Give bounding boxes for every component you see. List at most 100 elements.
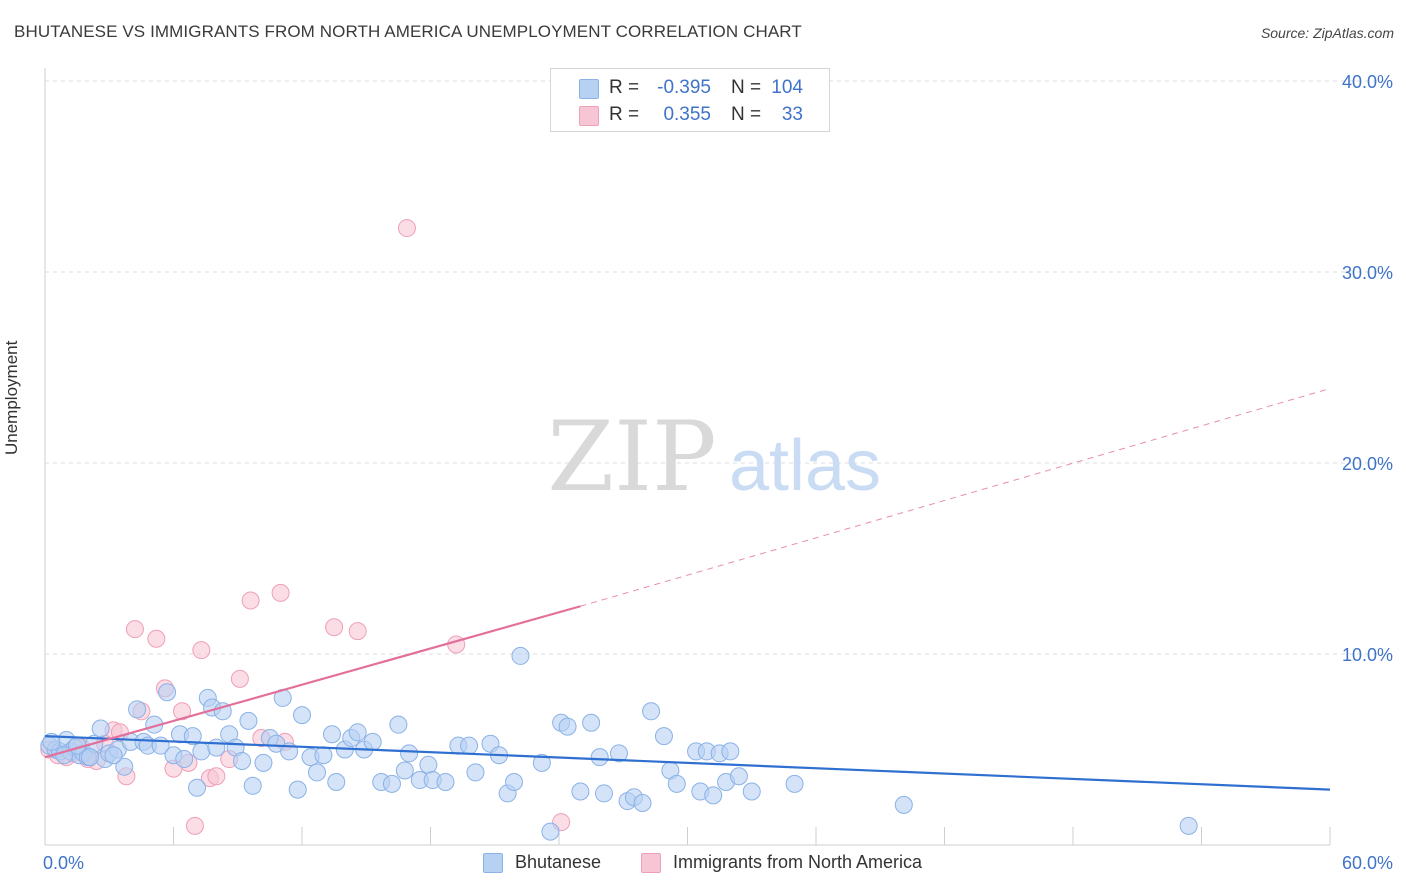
- legend-r-value: -0.395: [657, 77, 711, 98]
- data-point-immigrants: [230, 669, 249, 688]
- x-tick-label: 60.0%: [1342, 853, 1393, 873]
- data-point-bhutanese: [436, 772, 455, 791]
- legend-n-value: 33: [781, 104, 803, 125]
- data-point-bhutanese: [207, 738, 226, 757]
- stats-legend: R = -0.395 N = 104 R = 0.355 N = 33: [550, 68, 830, 132]
- bottom-legend-label: Immigrants from North America: [673, 852, 923, 872]
- data-point-bhutanese: [389, 715, 408, 734]
- bottom-legend-label: Bhutanese: [515, 852, 602, 872]
- data-point-bhutanese: [183, 727, 202, 746]
- data-point-bhutanese: [654, 727, 673, 746]
- data-point-bhutanese: [288, 780, 307, 799]
- legend-r-value: 0.355: [663, 104, 711, 125]
- data-point-bhutanese: [460, 736, 479, 755]
- data-point-bhutanese: [721, 742, 740, 761]
- legend-r-label: R =: [609, 77, 640, 98]
- data-point-bhutanese: [254, 753, 273, 772]
- y-tick-label: 10.0%: [1342, 645, 1393, 665]
- data-point-immigrants: [192, 641, 211, 660]
- data-point-bhutanese: [175, 750, 194, 769]
- data-point-bhutanese: [466, 763, 485, 782]
- series-bhutanese-points: [40, 646, 1198, 841]
- data-point-immigrants: [147, 629, 166, 648]
- data-point-bhutanese: [594, 784, 613, 803]
- legend-n-label: N =: [731, 104, 762, 125]
- x-tick-labels: 0.0% 60.0%: [43, 853, 1393, 873]
- data-point-immigrants: [348, 622, 367, 641]
- data-point-bhutanese: [511, 646, 530, 665]
- data-point-bhutanese: [505, 772, 524, 791]
- trend-line-bhutanese: [44, 735, 1331, 791]
- data-point-bhutanese: [633, 793, 652, 812]
- data-point-bhutanese: [582, 713, 601, 732]
- data-point-immigrants: [271, 583, 290, 602]
- watermark: ZIP atlas: [547, 401, 881, 513]
- data-point-bhutanese: [188, 778, 207, 797]
- stats-legend-row-immigrants: R = 0.355 N = 33: [551, 102, 829, 128]
- data-point-bhutanese: [327, 772, 346, 791]
- legend-swatch-pink: [579, 106, 599, 126]
- y-axis-title: Unemployment: [2, 341, 22, 455]
- data-point-bhutanese: [213, 702, 232, 721]
- data-point-bhutanese: [532, 753, 551, 772]
- watermark-atlas: atlas: [729, 426, 881, 506]
- data-point-bhutanese: [382, 774, 401, 793]
- y-axis-title-text: Unemployment: [2, 340, 21, 455]
- data-point-bhutanese: [590, 748, 609, 767]
- data-point-bhutanese: [642, 702, 661, 721]
- data-point-bhutanese: [233, 751, 252, 770]
- data-point-bhutanese: [348, 723, 367, 742]
- data-point-bhutanese: [667, 774, 686, 793]
- data-point-bhutanese: [115, 757, 134, 776]
- legend-n-value: 104: [771, 77, 803, 98]
- data-point-bhutanese: [541, 822, 560, 841]
- data-point-bhutanese: [158, 683, 177, 702]
- data-point-bhutanese: [704, 786, 723, 805]
- trend-line-immigrants: [44, 605, 581, 759]
- legend-swatch-blue: [579, 79, 599, 99]
- data-point-bhutanese: [894, 795, 913, 814]
- data-point-bhutanese: [293, 706, 311, 725]
- y-tick-label: 20.0%: [1342, 454, 1393, 474]
- watermark-zip: ZIP: [547, 401, 716, 513]
- data-point-bhutanese: [609, 744, 628, 763]
- legend-r-label: R =: [609, 104, 640, 125]
- trend-lines: [44, 388, 1331, 791]
- data-point-immigrants: [173, 702, 192, 721]
- data-point-immigrants: [185, 816, 204, 835]
- data-point-bhutanese: [558, 717, 577, 736]
- x-tick-label: 0.0%: [43, 853, 84, 873]
- data-point-bhutanese: [128, 700, 147, 719]
- y-tick-labels: 10.0% 20.0% 30.0% 40.0%: [1342, 72, 1393, 665]
- bottom-legend-swatch-pink: [641, 853, 661, 873]
- data-point-bhutanese: [571, 782, 590, 801]
- data-point-immigrants: [207, 767, 226, 786]
- stats-legend-row-bhutanese: R = -0.395 N = 104: [551, 75, 829, 101]
- y-tick-label: 40.0%: [1342, 72, 1393, 92]
- data-point-bhutanese: [395, 761, 414, 780]
- trend-line-immigrants-extrapolated: [580, 388, 1331, 607]
- data-point-immigrants: [125, 620, 144, 639]
- chart-title: BHUTANESE VS IMMIGRANTS FROM NORTH AMERI…: [14, 22, 802, 41]
- data-point-bhutanese: [400, 744, 419, 763]
- data-point-immigrants: [325, 618, 344, 637]
- data-point-bhutanese: [729, 767, 748, 786]
- data-point-bhutanese: [80, 748, 99, 767]
- source-label: Source: ZipAtlas.com: [1260, 25, 1394, 41]
- data-point-bhutanese: [239, 711, 258, 730]
- data-point-bhutanese: [419, 755, 438, 774]
- legend-n-label: N =: [731, 77, 762, 98]
- gridlines: [45, 80, 1390, 655]
- data-point-bhutanese: [307, 763, 326, 782]
- data-point-bhutanese: [322, 725, 341, 744]
- data-point-bhutanese: [363, 732, 382, 751]
- data-point-bhutanese: [1179, 816, 1198, 835]
- data-point-immigrants: [241, 591, 260, 610]
- data-point-bhutanese: [742, 782, 761, 801]
- data-point-bhutanese: [314, 746, 333, 765]
- data-point-bhutanese: [192, 742, 211, 761]
- bottom-legend-swatch-blue: [483, 853, 503, 873]
- data-point-immigrants: [397, 219, 416, 238]
- data-point-bhutanese: [104, 746, 123, 765]
